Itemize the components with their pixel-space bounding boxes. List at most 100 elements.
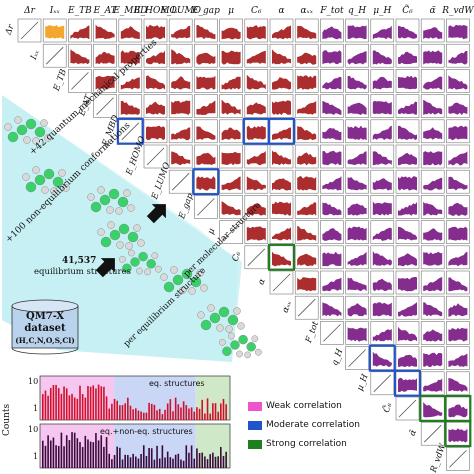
cell-14-17 [446,371,470,396]
hydrogen-atom [44,134,52,142]
scatter-cloud [448,277,468,292]
scatter-cloud [347,151,367,165]
histogram-bar [212,452,214,468]
scatter-cloud [347,102,367,115]
row-label-μ_H: μ_H [355,372,370,392]
scatter-cloud [398,176,417,191]
hydrogen-atom [115,207,123,215]
scatter-cloud [146,125,165,141]
scatter-cloud [221,27,241,40]
cell-4-10 [269,119,294,144]
scatter-cloud [95,24,115,40]
molecule-2 [22,166,70,195]
scatter-cloud [120,50,140,65]
scatter-cloud [423,302,443,317]
legend-moderate-label: Moderate correlation [266,420,360,430]
cell-1-6 [168,43,193,68]
histogram-bar [95,433,97,468]
scatter-cloud [398,152,417,166]
diagonal-line [348,349,366,367]
hydrogen-atom [97,228,105,236]
cell-1-13 [345,43,369,68]
histogram-bar [217,411,219,420]
hydrogen-atom [219,338,226,346]
histogram-bar [87,386,89,420]
top-label-E_HOMO: E_HOMO [133,6,178,16]
scatter-cloud [398,125,417,141]
cell-0-5 [143,18,168,43]
highlight-moderate-3 [192,168,220,196]
histogram-bar [127,454,129,468]
top-label-C̃6: C̃₆ [402,4,413,16]
histogram-bar [42,440,44,468]
scatter-cloud [196,126,216,140]
scatter-cloud [398,226,417,241]
row-label-α̃: α̃ [407,428,419,437]
carbon-atom [118,223,130,235]
cell-8-17 [446,220,470,244]
cell-5-6 [168,144,193,169]
histogram-bar [63,446,65,468]
cell-11-17 [446,295,470,320]
cell-9-12 [320,245,344,270]
histogram-bar [121,405,124,420]
scatter-cloud [448,404,468,418]
cell-1-15 [395,43,420,68]
histogram-bar [42,394,44,420]
scatter-cloud [297,25,317,40]
cell-2-9 [244,69,269,93]
histogram-bar [127,397,129,420]
legend-weak-swatch [248,402,262,411]
cell-8-15 [395,220,420,244]
scatter-cloud [372,76,392,90]
cylinder-top [11,299,79,313]
scatter-cloud [423,99,443,115]
carbon-atom [227,314,239,326]
hydrogen-atom [137,239,145,247]
histogram-bar [44,390,47,420]
hydrogen-atom [40,119,48,127]
cell-0-8 [219,18,243,43]
scatter-cloud [372,201,392,216]
scatter-cloud [171,151,191,166]
cell-11-14 [370,295,395,320]
diagonal-line [20,21,39,40]
cell-5-16 [420,144,445,169]
cell-0-6 [168,18,193,43]
scatter-cloud [196,25,216,40]
diagonal-line [197,198,215,216]
carbon-atom [127,231,139,243]
histogram-bar [209,454,211,468]
cell-0-2 [68,18,92,43]
cell-1-17 [446,43,470,68]
histogram-bar [164,457,166,468]
histogram-bar [169,399,172,420]
cell-7-16 [420,195,445,219]
scatter-cloud [297,126,317,141]
row-label-R_vdW: R_vdW [428,441,448,474]
scatter-cloud [398,276,417,292]
cell-3-7 [194,94,218,118]
hydrogen-atom [255,348,262,356]
histogram-bar [137,458,140,468]
histogram-bar [79,442,81,468]
scatter-cloud [246,176,266,191]
scatter-cloud [398,354,417,367]
scatter-cloud [221,76,241,90]
scatter-cloud [70,49,90,65]
histogram-bar [201,452,204,468]
histogram-bar [164,409,166,420]
scatter-cloud [272,201,291,216]
cell-3-9 [244,94,269,118]
histogram-bar [49,387,52,420]
scatter-cloud [272,127,291,140]
cell-11-13 [345,295,369,320]
carbon-atom [117,196,129,208]
cell-6-7 [194,169,218,194]
cell-2-8 [219,69,243,93]
diagonal-line [121,122,140,141]
cell-14-16 [420,371,445,396]
carbon-atom [109,229,121,241]
scatter-cloud [423,151,443,166]
cell-10-10 [269,270,294,295]
